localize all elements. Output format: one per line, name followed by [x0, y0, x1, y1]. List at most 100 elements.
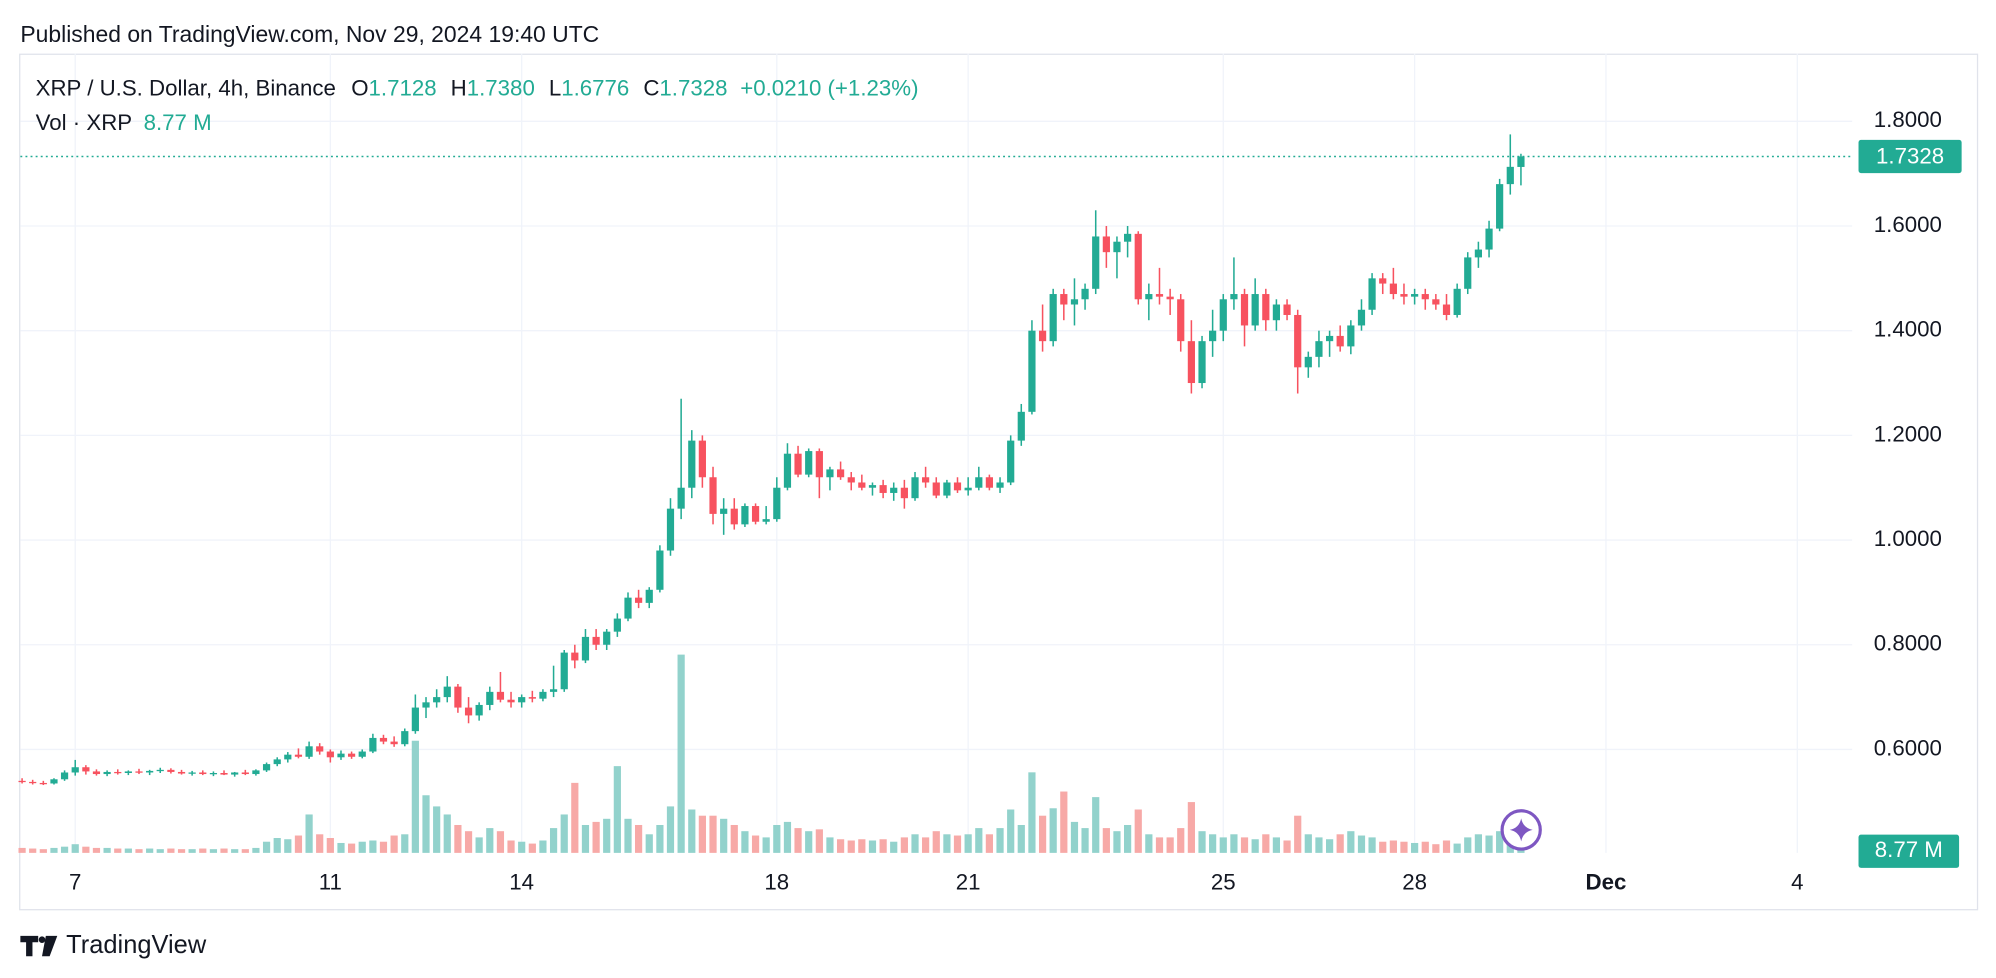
volume-bar: [92, 847, 101, 853]
volume-bar: [177, 849, 186, 853]
volume-bar: [549, 828, 558, 853]
candle-body: [433, 697, 441, 703]
legend-value: 1.6776: [561, 75, 629, 100]
volume-bar: [50, 847, 58, 853]
candle-body: [698, 440, 706, 478]
volume-bar: [390, 835, 398, 853]
x-tick-label: 25: [1211, 869, 1236, 894]
candle-body: [613, 618, 621, 632]
volume-bar: [528, 843, 536, 853]
candle-body: [1368, 278, 1376, 310]
candle-body: [1272, 304, 1281, 321]
candle-body: [836, 469, 845, 478]
candle-body: [1379, 278, 1387, 284]
candle-body: [634, 597, 643, 603]
candle-body: [1474, 249, 1482, 258]
candle-body: [369, 737, 377, 752]
volume-bar: [1304, 834, 1312, 853]
volume-bar: [879, 839, 887, 853]
volume-bar: [720, 818, 728, 853]
last-volume-label: 8.77 M: [1875, 837, 1943, 862]
legend-key: O: [351, 75, 368, 100]
volume-bar: [1102, 828, 1110, 853]
volume-bar: [475, 837, 483, 853]
volume-bar: [943, 834, 951, 853]
candle-body: [475, 704, 483, 716]
candle-body: [177, 771, 186, 774]
y-tick-label: 0.6000: [1874, 735, 1942, 760]
volume-bar: [985, 834, 993, 853]
volume-bar: [1070, 821, 1079, 853]
last-price-tag: [1858, 139, 1962, 174]
candle-body: [1411, 294, 1419, 297]
candle-body: [549, 689, 558, 692]
volume-bar: [1272, 837, 1281, 853]
volume-bar: [1230, 834, 1238, 853]
volume-bar: [71, 844, 79, 853]
candle-body: [805, 451, 813, 475]
candle-body: [209, 772, 218, 775]
candle-body: [518, 697, 526, 703]
candle-body: [996, 482, 1004, 488]
candle-body: [1517, 156, 1525, 167]
candle-body: [677, 487, 685, 509]
candle-body: [422, 702, 430, 708]
candle-body: [1304, 356, 1312, 368]
legend-title: XRP / U.S. Dollar, 4h, Binance: [36, 75, 336, 100]
candle-body: [890, 487, 898, 493]
candle-body: [305, 746, 313, 757]
volume-bar: [401, 834, 409, 853]
candle-body: [858, 482, 866, 488]
assistant-icon[interactable]: [1500, 809, 1542, 851]
volume-bar: [369, 840, 377, 853]
candle-body: [1038, 330, 1047, 342]
volume-bar: [996, 828, 1004, 853]
candle-body: [156, 769, 164, 772]
volume-title: Vol · XRP: [36, 110, 133, 135]
volume-bar: [1155, 837, 1164, 853]
candle-body: [103, 771, 111, 775]
volume-bar: [29, 848, 37, 853]
y-tick-label: 0.8000: [1874, 631, 1942, 656]
legend-change: +0.0210 (+1.23%): [740, 75, 918, 100]
candle-body: [1219, 299, 1227, 331]
candle-body: [390, 741, 398, 745]
candle-body: [316, 746, 324, 752]
volume-bar: [167, 848, 175, 853]
candle-body: [1155, 294, 1164, 297]
volume-bar: [730, 824, 738, 853]
volume-bar: [1283, 840, 1291, 853]
candle-body: [868, 485, 877, 488]
candle-body: [1442, 304, 1451, 315]
candle-body: [741, 506, 749, 525]
volume-bar: [294, 835, 303, 853]
volume-bar: [890, 841, 898, 853]
candle-body: [262, 764, 271, 771]
candle-body: [167, 769, 175, 772]
volume-bar: [1240, 837, 1249, 853]
candle-body: [188, 772, 196, 774]
volume-bar: [1294, 815, 1302, 853]
volume-bar: [326, 838, 334, 853]
volume-bar: [1464, 837, 1472, 853]
volume-bar: [592, 821, 600, 853]
volume-bar: [677, 654, 685, 853]
icon-star[interactable]: [1509, 818, 1533, 842]
volume-bar: [486, 828, 494, 853]
candle-body: [252, 770, 260, 775]
volume-bar: [698, 815, 706, 853]
volume-bar: [135, 849, 143, 853]
candle-body: [1485, 228, 1493, 250]
volume-bar: [411, 740, 419, 853]
candle-body: [231, 772, 239, 775]
volume-bar: [783, 821, 792, 853]
volume-bar: [1187, 802, 1195, 853]
volume-bar: [1177, 828, 1185, 853]
x-tick-label: 4: [1791, 869, 1803, 894]
candle-body: [922, 477, 930, 483]
candle-body: [879, 485, 887, 493]
volume-bar: [741, 831, 749, 853]
